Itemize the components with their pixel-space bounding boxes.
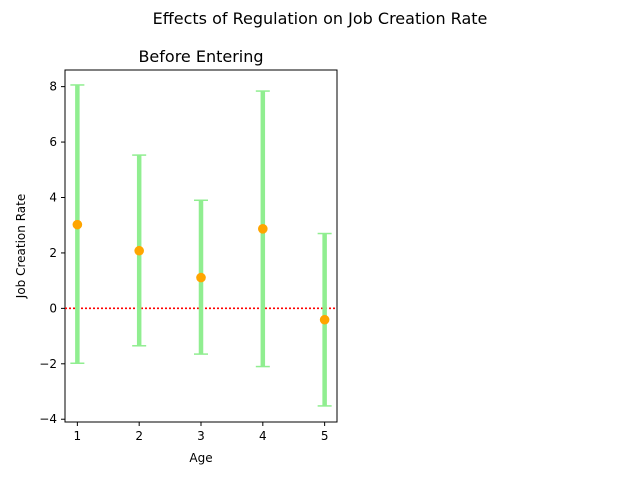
x-axis-label: Age bbox=[189, 451, 212, 465]
error-bars bbox=[70, 84, 332, 407]
data-point bbox=[258, 224, 268, 234]
x-tick-label: 4 bbox=[259, 429, 267, 443]
figure-suptitle: Effects of Regulation on Job Creation Ra… bbox=[153, 9, 488, 28]
y-tick-label: 4 bbox=[49, 190, 57, 204]
data-point bbox=[319, 314, 330, 325]
y-axis-ticks: −4 −2 0 2 4 6 8 bbox=[39, 80, 65, 426]
x-axis-ticks: 1 2 3 4 5 bbox=[74, 422, 329, 443]
y-tick-label: 0 bbox=[49, 301, 57, 315]
data-point bbox=[134, 245, 144, 256]
x-tick-label: 1 bbox=[74, 429, 82, 443]
data-point bbox=[72, 219, 83, 230]
y-tick-label: −2 bbox=[39, 357, 57, 371]
x-tick-label: 5 bbox=[321, 429, 329, 443]
chart-title: Before Entering bbox=[138, 47, 263, 66]
y-tick-label: 2 bbox=[49, 246, 57, 260]
x-tick-label: 3 bbox=[197, 429, 205, 443]
y-axis-label: Job Creation Rate bbox=[14, 194, 28, 299]
y-tick-label: −4 bbox=[39, 412, 57, 426]
data-point bbox=[196, 272, 206, 283]
data-points bbox=[72, 219, 330, 325]
y-tick-label: 6 bbox=[49, 135, 57, 149]
y-tick-label: 8 bbox=[49, 80, 57, 94]
x-tick-label: 2 bbox=[135, 429, 143, 443]
